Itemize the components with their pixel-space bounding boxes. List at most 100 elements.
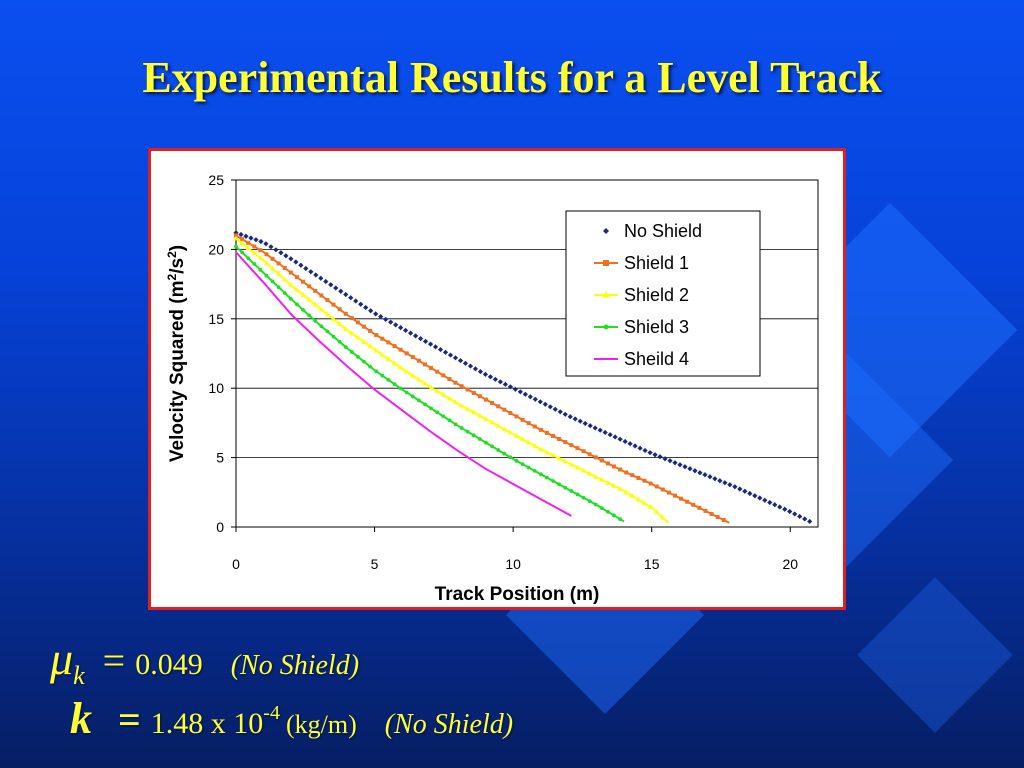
data-point — [703, 508, 708, 513]
k-unit: (kg/m) — [285, 710, 357, 739]
data-point — [429, 366, 434, 371]
data-point — [641, 500, 648, 506]
data-point — [502, 451, 507, 456]
slide-title: Experimental Results for a Level Track — [142, 53, 882, 102]
data-point — [330, 316, 337, 322]
data-point — [538, 472, 543, 477]
data-point — [707, 474, 713, 480]
data-point — [349, 330, 355, 336]
data-point — [338, 288, 344, 294]
data-point — [637, 445, 643, 451]
data-point — [611, 483, 617, 488]
data-point — [264, 273, 269, 278]
data-point — [295, 302, 299, 307]
data-point — [398, 364, 404, 370]
data-point — [404, 351, 409, 356]
data-point — [762, 497, 768, 503]
data-point — [538, 427, 543, 432]
data-point — [597, 427, 603, 433]
data-point — [526, 439, 532, 445]
data-point — [606, 509, 610, 514]
data-point — [349, 350, 354, 354]
data-point — [580, 467, 587, 473]
data-point — [263, 260, 270, 266]
data-point — [490, 400, 495, 405]
data-point — [251, 250, 257, 255]
data-point — [465, 406, 471, 411]
data-point — [301, 307, 305, 312]
y-axis-label-part: 2 — [165, 251, 179, 258]
data-point — [557, 482, 562, 487]
data-point — [453, 380, 458, 385]
k-symbol: k — [70, 694, 92, 743]
y-axis-label-part: ) — [167, 245, 188, 251]
data-point — [544, 449, 550, 455]
data-point — [514, 414, 519, 419]
data-point — [248, 235, 254, 241]
chart-frame: 0 5 10 15 20 25 0 5 10 15 20 Track Position (m) Velo… — [148, 148, 846, 610]
data-point — [410, 394, 415, 399]
data-point — [599, 506, 604, 511]
background-diamond — [857, 577, 1013, 733]
data-point — [692, 468, 698, 474]
data-point — [562, 411, 568, 417]
mu-subscript: k — [73, 661, 85, 690]
data-point — [441, 373, 446, 378]
data-point — [471, 433, 476, 438]
data-point — [757, 495, 763, 501]
data-point — [612, 434, 618, 440]
data-point — [618, 517, 623, 522]
data-point — [398, 347, 403, 352]
data-point — [428, 384, 434, 390]
data-point — [240, 250, 244, 255]
data-point — [457, 357, 464, 364]
data-point — [636, 475, 641, 480]
data-point — [361, 339, 367, 344]
data-point — [446, 395, 452, 401]
data-point — [782, 506, 788, 512]
data-point — [537, 399, 543, 405]
data-point — [563, 440, 568, 445]
data-point — [807, 518, 813, 525]
data-point — [567, 414, 573, 420]
data-point — [489, 419, 495, 425]
data-point — [368, 328, 373, 333]
data-point — [477, 394, 482, 399]
data-point — [333, 285, 339, 291]
data-point — [318, 306, 324, 312]
data-point — [532, 468, 537, 473]
data-point — [331, 334, 336, 339]
data-point — [568, 461, 574, 467]
data-point — [234, 244, 238, 249]
data-point — [593, 502, 598, 507]
y-tick-label: 25 — [208, 172, 224, 188]
x-tick-label: 0 — [232, 556, 240, 572]
data-point — [507, 384, 513, 390]
data-point — [660, 487, 665, 492]
data-point — [547, 404, 553, 410]
data-point — [368, 364, 373, 369]
data-point — [386, 377, 391, 382]
velocity-chart: 0 5 10 15 20 25 0 5 10 15 20 Track Position (m) Velo… — [165, 172, 819, 605]
data-point — [282, 265, 287, 270]
data-point — [612, 513, 616, 518]
y-tick-label: 10 — [208, 380, 224, 396]
data-point — [602, 429, 608, 436]
data-point — [276, 285, 281, 290]
data-point — [276, 261, 281, 266]
data-point — [434, 388, 440, 394]
data-point — [282, 291, 287, 295]
data-point — [520, 462, 525, 467]
data-point — [697, 470, 703, 476]
data-point — [246, 256, 251, 261]
data-point — [331, 302, 336, 307]
data-point — [337, 307, 342, 312]
data-point — [557, 409, 563, 415]
data-point — [410, 355, 415, 360]
data-point — [581, 495, 586, 500]
data-point — [278, 250, 284, 256]
data-point — [452, 399, 459, 405]
data-point — [484, 440, 488, 445]
y-tick-label: 20 — [208, 241, 224, 257]
data-point — [527, 394, 533, 400]
